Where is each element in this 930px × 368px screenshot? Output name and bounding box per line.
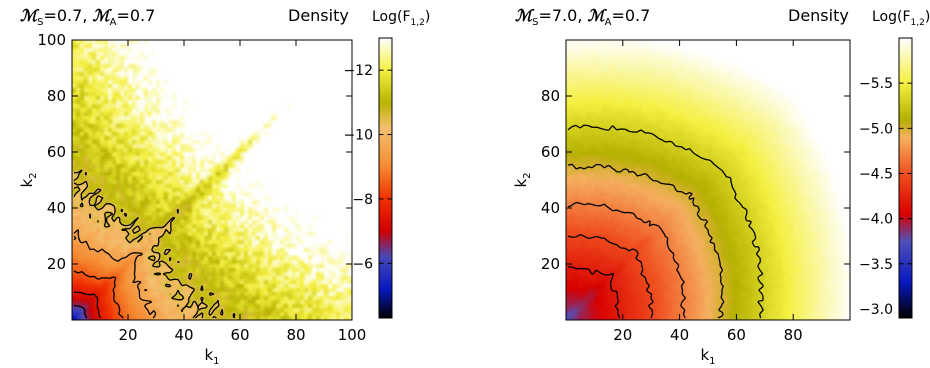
x-axis-label: k1 (700, 346, 715, 367)
colorbar-tick-label: −4.0 (859, 212, 893, 228)
quantity-label: Density (288, 6, 349, 25)
contour-line-5 (73, 169, 236, 319)
x-tick-label: 60 (727, 326, 746, 344)
y-axis-label-sub: 2 (522, 172, 533, 178)
colorbar-tick-label: −8 (352, 192, 373, 208)
x-axis-label-sub: 1 (213, 356, 219, 367)
contour-line-5 (567, 124, 764, 319)
title-ms-value: =0.7, (43, 6, 92, 25)
colorbar-tick-label: −5.5 (859, 76, 893, 92)
colorbar-title-sub: 1,2 (411, 18, 425, 28)
y-tick-label: 20 (47, 255, 66, 273)
colorbar-title: Log(F1,2) (872, 9, 930, 28)
y-tick-label: 80 (541, 87, 560, 105)
mach-symbol: ℳ (20, 6, 40, 25)
contour-line-1 (568, 266, 621, 319)
y-tick-label: 60 (541, 143, 560, 161)
contour-line-3 (567, 201, 687, 319)
colorbar (898, 37, 913, 319)
colorbar-tick-label: −3.5 (859, 257, 893, 273)
contour-line-4 (73, 229, 157, 319)
contour-line-1 (73, 304, 88, 319)
x-tick-label: 40 (670, 326, 689, 344)
colorbar-title-sub: 1,2 (911, 18, 925, 28)
colorbar-title-close: ) (925, 9, 930, 25)
chart-title: ℳS=0.7, ℳA=0.7 (20, 6, 155, 28)
title-ma-value: =0.7 (611, 6, 650, 25)
y-tick-label: 20 (541, 255, 560, 273)
colorbar-title: Log(F1,2) (372, 9, 430, 28)
contour-line-2 (73, 291, 102, 319)
x-axis-label: k1 (204, 346, 219, 367)
contour-line-3 (73, 270, 124, 319)
mach-symbol: ℳ (588, 6, 608, 25)
mach-sub: S (37, 17, 43, 28)
y-tick-label: 80 (47, 87, 66, 105)
mach-sub: A (605, 17, 612, 28)
mach-sub: A (110, 17, 117, 28)
y-axis-label: k2 (512, 172, 533, 187)
heatmap-image (72, 40, 352, 320)
colorbar-tick-label: −10 (343, 128, 373, 144)
x-tick-label: 20 (118, 326, 137, 344)
y-axis-label: k2 (18, 172, 39, 187)
plot-frame (71, 39, 353, 321)
x-tick-label: 40 (174, 326, 193, 344)
x-tick-label: 80 (286, 326, 305, 344)
x-axis-label-sub: 1 (709, 356, 715, 367)
title-ma-value: =0.7 (116, 6, 155, 25)
x-tick-label: 60 (230, 326, 249, 344)
y-tick-label: 40 (47, 199, 66, 217)
y-tick-label: 40 (541, 199, 560, 217)
colorbar-tick-label: −12 (343, 63, 373, 79)
mach-symbol: ℳ (93, 6, 113, 25)
x-tick-label: 80 (784, 326, 803, 344)
contour-line-2 (567, 233, 654, 319)
y-axis-label-sub: 2 (28, 172, 39, 178)
heatmap-image (566, 40, 850, 320)
contour-line-4 (567, 163, 725, 319)
colorbar-tick-label: −5.0 (859, 121, 893, 137)
mach-sub: S (532, 17, 538, 28)
y-tick-label: 60 (47, 143, 66, 161)
title-ms-value: =7.0, (538, 6, 587, 25)
colorbar (378, 37, 393, 319)
x-tick-label: 100 (338, 326, 367, 344)
mach-symbol: ℳ (515, 6, 535, 25)
plot-frame (565, 39, 851, 321)
colorbar-tick-label: −6 (352, 256, 373, 272)
chart-title: ℳS=7.0, ℳA=0.7 (515, 6, 650, 28)
colorbar-title-close: ) (425, 9, 430, 25)
colorbar-tick-label: −4.5 (859, 166, 893, 182)
colorbar-tick-label: −3.0 (859, 302, 893, 318)
y-tick-label: 100 (37, 31, 66, 49)
x-tick-label: 20 (613, 326, 632, 344)
quantity-label: Density (788, 6, 849, 25)
